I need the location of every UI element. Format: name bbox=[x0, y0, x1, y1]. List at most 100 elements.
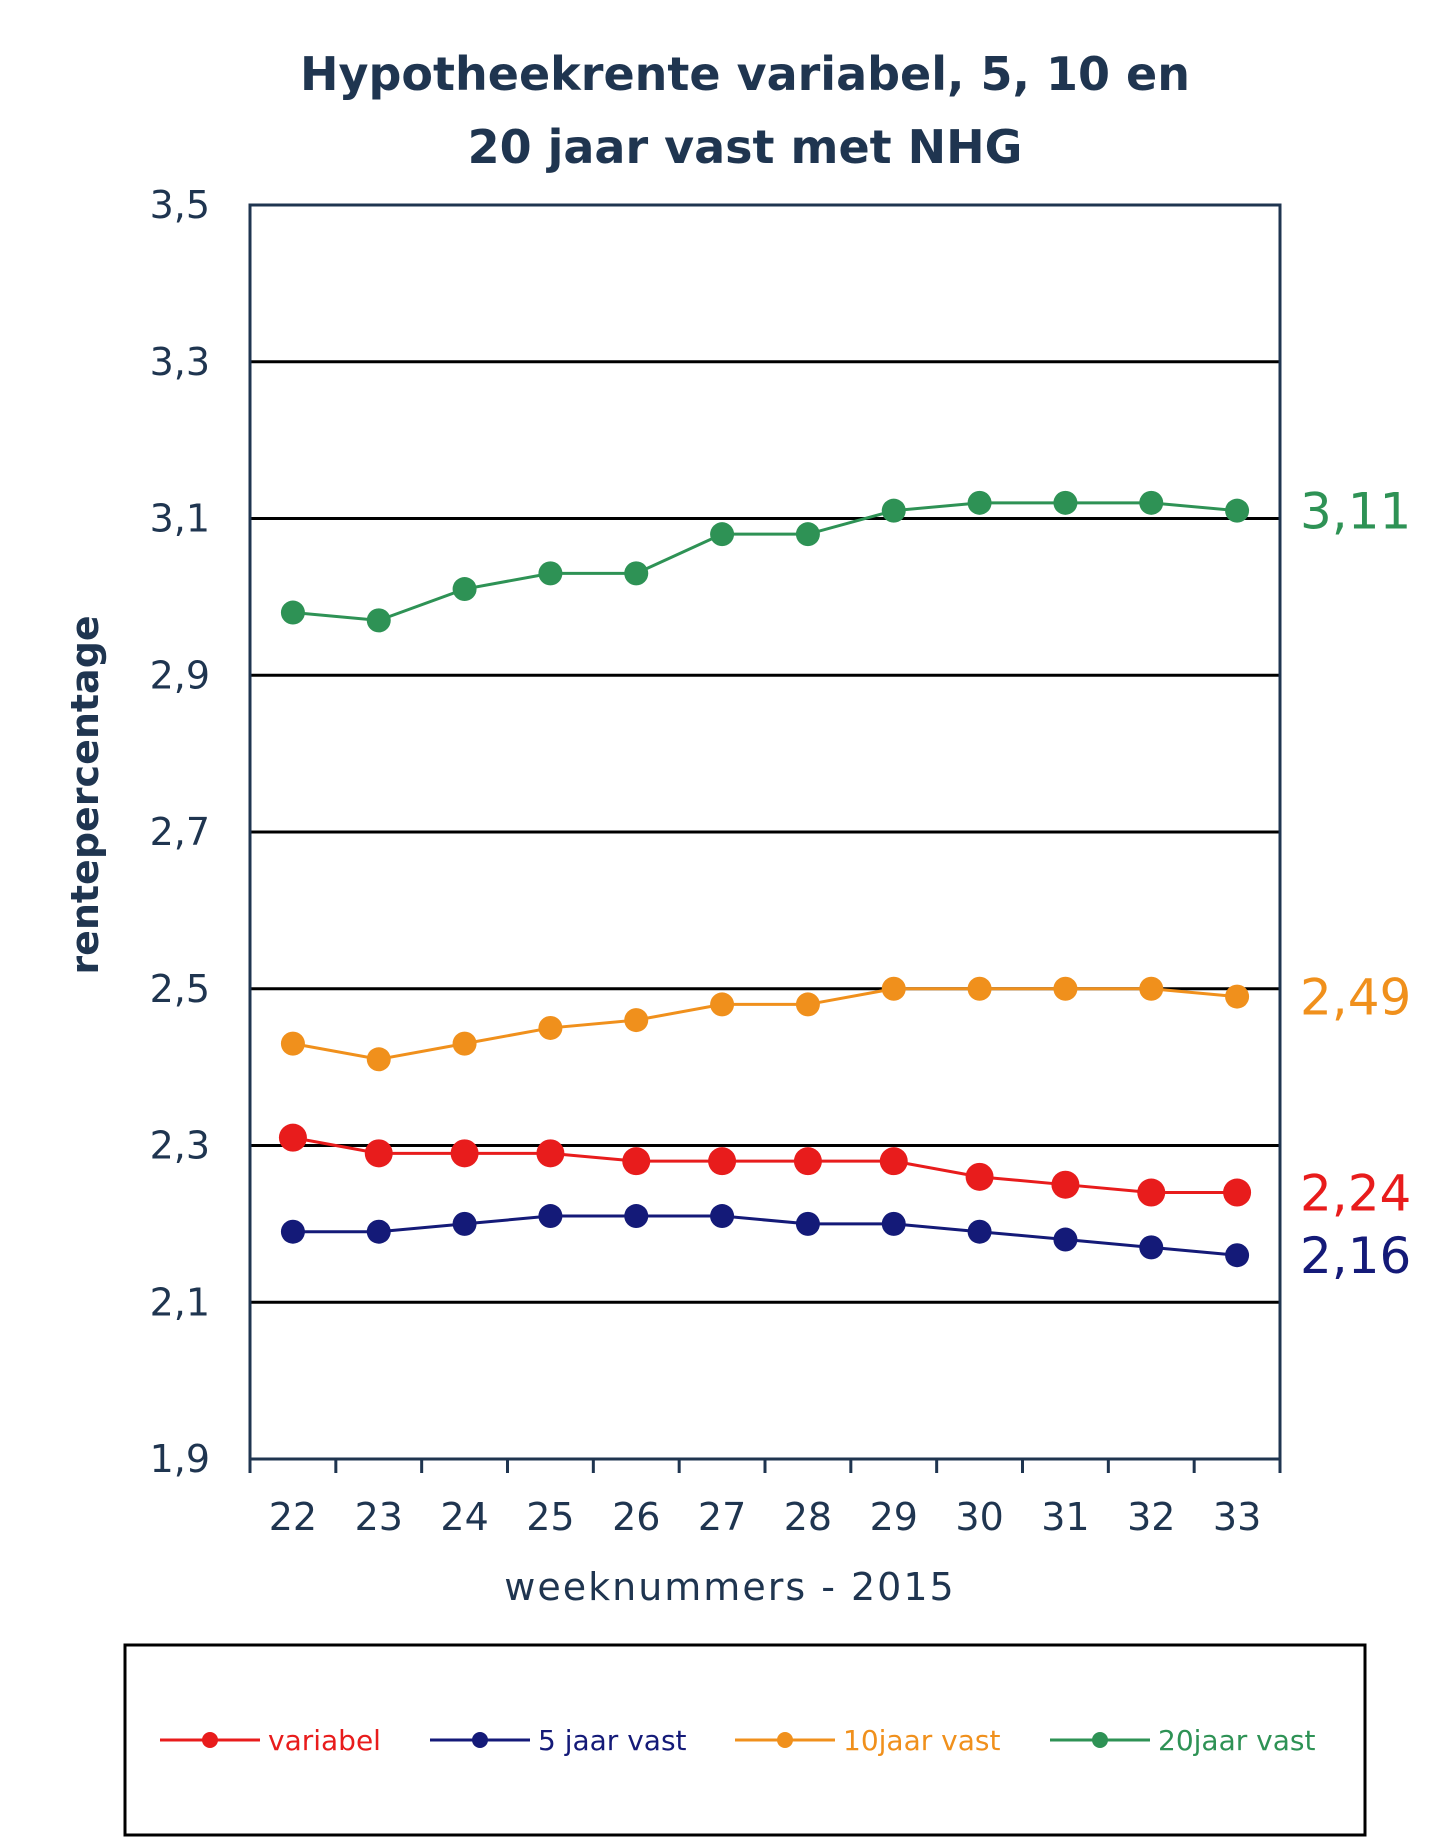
y-tick-label: 3,5 bbox=[150, 183, 210, 227]
data-point bbox=[452, 1031, 477, 1056]
y-axis-ticks: 1,9 2,1 2,3 2,5 2,7 2,9 3,1 3,3 3,5 bbox=[150, 183, 210, 1481]
data-point bbox=[278, 1123, 307, 1152]
data-point bbox=[366, 608, 391, 633]
end-value-label: 3,11 bbox=[1300, 483, 1411, 541]
data-point bbox=[795, 522, 820, 547]
series-line bbox=[292, 1214, 1238, 1257]
x-tick-label: 30 bbox=[955, 1495, 1003, 1539]
data-point bbox=[538, 1015, 563, 1040]
data-point bbox=[1139, 976, 1164, 1001]
y-tick-label: 3,1 bbox=[150, 497, 210, 541]
data-point bbox=[1225, 1243, 1250, 1268]
data-point bbox=[967, 976, 992, 1001]
y-tick-label: 2,3 bbox=[150, 1124, 210, 1168]
series-line bbox=[292, 987, 1238, 1061]
x-tick-label: 29 bbox=[870, 1495, 918, 1539]
y-tick-label: 1,9 bbox=[150, 1437, 210, 1481]
series-line bbox=[292, 501, 1238, 622]
data-point bbox=[881, 976, 906, 1001]
end-value-label: 2,16 bbox=[1300, 1227, 1411, 1285]
data-point bbox=[793, 1147, 822, 1176]
series-line bbox=[292, 1136, 1238, 1195]
x-tick-label: 33 bbox=[1213, 1495, 1261, 1539]
data-point bbox=[538, 1204, 563, 1229]
data-point bbox=[965, 1162, 994, 1191]
data-point bbox=[967, 490, 992, 515]
chart-title-line-2: 20 jaar vast met NHG bbox=[468, 120, 1023, 174]
legend-label: 20jaar vast bbox=[1158, 1724, 1315, 1757]
data-point bbox=[1139, 490, 1164, 515]
data-point bbox=[624, 1008, 649, 1033]
legend: variabel 5 jaar vast 10jaar vast 20jaar vas… bbox=[160, 1724, 1315, 1757]
legend-item: 5 jaar vast bbox=[430, 1724, 687, 1757]
x-tick-label: 27 bbox=[698, 1495, 746, 1539]
end-labels: 2,242,16 2,49 3,11 bbox=[1300, 483, 1411, 1286]
series-variabel bbox=[278, 1123, 1252, 1207]
plot-area-border bbox=[248, 203, 1282, 1461]
data-point bbox=[1223, 1178, 1252, 1207]
legend-item: 10jaar vast bbox=[735, 1724, 1000, 1757]
legend-label: 10jaar vast bbox=[843, 1724, 1000, 1757]
data-point bbox=[624, 1204, 649, 1229]
end-value-label: 2,24 bbox=[1300, 1165, 1411, 1223]
data-point bbox=[795, 1211, 820, 1236]
legend-item: 20jaar vast bbox=[1050, 1724, 1315, 1757]
data-point bbox=[366, 1047, 391, 1072]
gridlines bbox=[250, 360, 1280, 1304]
series-lines bbox=[278, 490, 1252, 1268]
data-point bbox=[879, 1147, 908, 1176]
legend-box bbox=[123, 1643, 1367, 1837]
data-point bbox=[280, 600, 305, 625]
data-point bbox=[1051, 1170, 1080, 1199]
data-point bbox=[536, 1139, 565, 1168]
data-point bbox=[1225, 984, 1250, 1009]
data-point bbox=[450, 1139, 479, 1168]
end-value-label: 2,49 bbox=[1300, 969, 1411, 1027]
x-tick-label: 32 bbox=[1127, 1495, 1175, 1539]
data-point bbox=[452, 1211, 477, 1236]
data-point bbox=[364, 1139, 393, 1168]
legend-label: variabel bbox=[268, 1724, 381, 1757]
x-axis-ticks: 22 23 24 25 26 27 28 29 30 31 32 33 bbox=[248, 1459, 1282, 1539]
y-tick-label: 3,3 bbox=[150, 340, 210, 384]
data-point bbox=[795, 992, 820, 1017]
data-point bbox=[710, 992, 735, 1017]
data-point bbox=[366, 1219, 391, 1244]
x-tick-label: 25 bbox=[526, 1495, 574, 1539]
data-point bbox=[1053, 1227, 1078, 1252]
data-point bbox=[538, 561, 563, 586]
y-tick-label: 2,7 bbox=[150, 810, 210, 854]
data-point bbox=[881, 1211, 906, 1236]
data-point bbox=[280, 1219, 305, 1244]
x-tick-label: 23 bbox=[355, 1495, 403, 1539]
y-tick-label: 2,1 bbox=[150, 1280, 210, 1324]
data-point bbox=[622, 1147, 651, 1176]
legend-label: 5 jaar vast bbox=[538, 1724, 687, 1757]
y-tick-label: 2,9 bbox=[150, 653, 210, 697]
x-tick-label: 26 bbox=[612, 1495, 660, 1539]
legend-marker bbox=[777, 1732, 793, 1748]
legend-marker bbox=[1092, 1732, 1108, 1748]
data-point bbox=[280, 1031, 305, 1056]
x-axis-title: weeknummers - 2015 bbox=[504, 1565, 955, 1609]
y-axis-title: rentepercentage bbox=[63, 615, 107, 974]
data-point bbox=[708, 1147, 737, 1176]
chart-title-line-1: Hypotheekrente variabel, 5, 10 en bbox=[300, 47, 1190, 101]
legend-marker bbox=[202, 1732, 218, 1748]
x-tick-label: 24 bbox=[440, 1495, 488, 1539]
legend-marker bbox=[472, 1732, 488, 1748]
data-point bbox=[452, 577, 477, 602]
legend-item: variabel bbox=[160, 1724, 381, 1757]
data-point bbox=[1225, 498, 1250, 523]
series-10jaar-vast bbox=[280, 976, 1250, 1072]
data-point bbox=[967, 1219, 992, 1244]
data-point bbox=[1053, 490, 1078, 515]
x-tick-label: 31 bbox=[1041, 1495, 1089, 1539]
data-point bbox=[1053, 976, 1078, 1001]
x-tick-label: 28 bbox=[784, 1495, 832, 1539]
series-5-jaar-vast bbox=[280, 1204, 1250, 1268]
data-point bbox=[710, 1204, 735, 1229]
series-20jaar-vast bbox=[280, 490, 1250, 633]
